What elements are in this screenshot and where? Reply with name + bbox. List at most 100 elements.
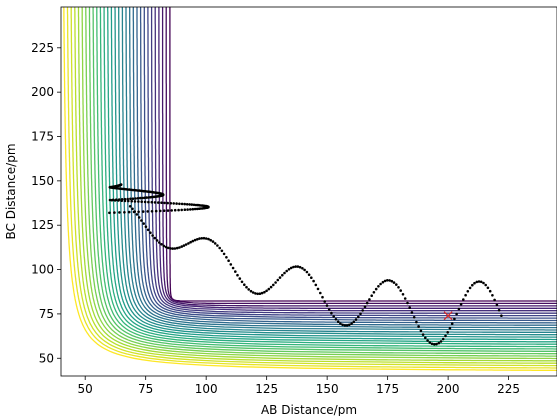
trajectory-point bbox=[140, 200, 143, 203]
trajectory-point bbox=[424, 336, 427, 340]
trajectory-point bbox=[163, 201, 166, 205]
trajectory-point bbox=[269, 285, 273, 289]
plot-frame bbox=[60, 6, 557, 377]
trajectory-point bbox=[169, 202, 173, 205]
trajectory-point bbox=[352, 320, 356, 324]
contour-level-12 bbox=[125, 7, 557, 331]
trajectory-point bbox=[191, 239, 195, 243]
trajectory-point bbox=[435, 342, 438, 346]
trajectory-point bbox=[170, 209, 173, 212]
trajectory-point bbox=[415, 320, 418, 324]
y-tick-label: 225 bbox=[31, 41, 54, 55]
trajectory-path bbox=[108, 183, 503, 346]
trajectory-point bbox=[157, 201, 160, 204]
trajectory-point bbox=[332, 315, 336, 318]
trajectory-point bbox=[213, 242, 217, 245]
trajectory-point bbox=[238, 277, 242, 280]
trajectory-point bbox=[327, 308, 331, 311]
trajectory-point bbox=[144, 225, 148, 228]
trajectory-point bbox=[312, 279, 315, 283]
x-tick-label: 150 bbox=[316, 382, 339, 396]
trajectory-point bbox=[175, 246, 179, 250]
trajectory-point bbox=[225, 255, 228, 259]
trajectory-point bbox=[216, 244, 219, 247]
trajectory-point bbox=[493, 298, 496, 302]
trajectory-point bbox=[339, 322, 342, 325]
trajectory-point bbox=[354, 318, 358, 321]
trajectory-point bbox=[140, 219, 143, 222]
trajectory-point bbox=[368, 298, 371, 301]
trajectory-point bbox=[437, 341, 441, 345]
trajectory-point bbox=[180, 245, 183, 248]
trajectory-point bbox=[196, 203, 200, 207]
trajectory-point bbox=[180, 208, 183, 212]
trajectory-point bbox=[361, 309, 365, 312]
trajectory-point bbox=[173, 208, 177, 212]
trajectory-point bbox=[359, 312, 362, 316]
contour-level-9 bbox=[136, 7, 557, 324]
trajectory-point bbox=[417, 325, 420, 328]
trajectory-point bbox=[158, 241, 161, 244]
trajectory-point bbox=[388, 279, 391, 282]
trajectory-point bbox=[143, 200, 147, 204]
trajectory-point bbox=[363, 305, 367, 309]
trajectory-point bbox=[459, 302, 463, 306]
trajectory-point bbox=[464, 293, 467, 297]
contour-level-28 bbox=[66, 7, 557, 369]
contour-level-1 bbox=[165, 7, 557, 305]
trajectory-point bbox=[439, 340, 443, 343]
contour-level-18 bbox=[103, 7, 557, 345]
trajectory-point bbox=[484, 283, 488, 287]
trajectory-point bbox=[108, 198, 112, 202]
y-tick-label: 75 bbox=[39, 307, 54, 321]
trajectory-point bbox=[194, 203, 198, 207]
contour-level-2 bbox=[161, 7, 557, 307]
contour-level-27 bbox=[70, 7, 557, 367]
trajectory-point bbox=[410, 311, 414, 314]
trajectory-point bbox=[141, 210, 145, 213]
trajectory-point bbox=[372, 291, 376, 294]
trajectory-point bbox=[258, 292, 262, 296]
trajectory-point bbox=[131, 197, 135, 200]
x-tick-label: 200 bbox=[437, 382, 460, 396]
trajectory-point bbox=[142, 222, 145, 225]
trajectory-point bbox=[488, 289, 492, 293]
trajectory-point bbox=[350, 322, 353, 325]
trajectory-point bbox=[189, 208, 192, 211]
trajectory-point bbox=[406, 301, 409, 305]
contour-level-22 bbox=[88, 7, 557, 355]
y-tick-label: 175 bbox=[31, 130, 54, 144]
trajectory-point bbox=[177, 208, 180, 212]
trajectory-point bbox=[479, 280, 483, 284]
trajectory-point bbox=[186, 208, 189, 211]
start-marker-stroke bbox=[443, 311, 453, 321]
trajectory-point bbox=[475, 280, 479, 284]
trajectory-point bbox=[374, 287, 378, 291]
trajectory-point bbox=[316, 287, 320, 291]
trajectory-point bbox=[285, 269, 289, 273]
trajectory-point bbox=[137, 210, 140, 214]
trajectory-point bbox=[303, 268, 306, 272]
trajectory-point bbox=[132, 210, 136, 214]
trajectory-point bbox=[196, 238, 199, 241]
trajectory-point bbox=[377, 285, 380, 288]
trajectory-point bbox=[220, 249, 224, 253]
trajectory-point bbox=[202, 236, 206, 240]
trajectory-point bbox=[118, 211, 121, 214]
trajectory-point bbox=[468, 286, 472, 290]
trajectory-point bbox=[281, 273, 284, 277]
contour-level-3 bbox=[158, 7, 557, 309]
trajectory-point bbox=[392, 281, 396, 284]
trajectory-point bbox=[178, 246, 181, 249]
trajectory-point bbox=[123, 211, 126, 214]
trajectory-point bbox=[195, 207, 199, 211]
trajectory-point bbox=[150, 210, 154, 213]
trajectory-point bbox=[395, 283, 398, 286]
trajectory-point bbox=[192, 203, 196, 207]
trajectory-point bbox=[117, 198, 121, 201]
trajectory-point bbox=[448, 326, 452, 330]
trajectory-point bbox=[123, 197, 127, 201]
trajectory-point bbox=[251, 291, 255, 294]
trajectory-point bbox=[477, 280, 481, 283]
